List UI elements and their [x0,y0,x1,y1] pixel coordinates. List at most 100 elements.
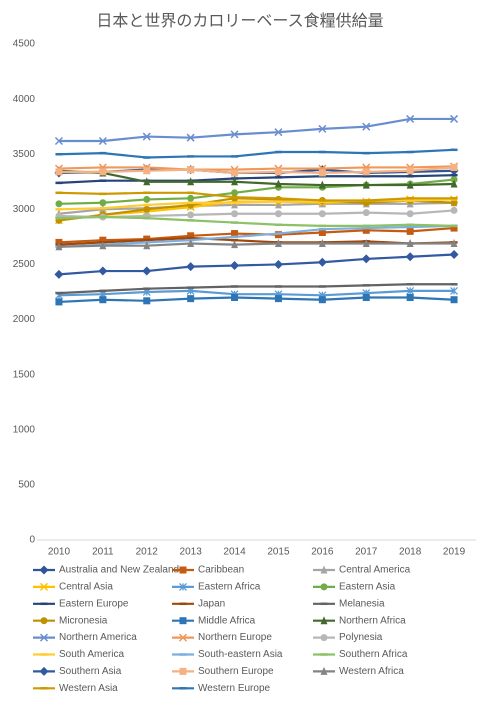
marker [406,239,414,248]
series-line [58,174,455,184]
marker [320,565,328,574]
x-tick-label: 2014 [223,547,246,558]
series-line [58,198,455,211]
marker [39,666,49,676]
series-line [58,215,455,227]
legend-label: Northern Africa [339,615,406,626]
y-tick-label: 3500 [13,149,36,160]
marker [231,169,239,177]
marker [230,130,239,139]
legend-label: Southern Europe [198,666,274,677]
chart-title: 日本と世界のカロリーベース食糧供給量 [96,12,383,30]
x-tick-label: 2011 [92,547,114,558]
marker [187,295,195,303]
marker [320,666,328,675]
series-line [58,117,455,143]
marker [143,241,151,250]
marker [361,254,371,264]
series-line [58,289,455,297]
x-tick-label: 2015 [267,547,290,558]
marker [231,230,239,238]
marker [406,114,415,123]
marker [178,633,188,642]
legend-label: Eastern Africa [198,582,261,593]
marker [406,167,414,175]
y-tick-label: 4000 [13,94,36,105]
marker [406,227,414,235]
marker [186,262,196,272]
legend-label: Central Asia [59,582,113,593]
marker [187,166,195,174]
marker [143,297,151,305]
y-tick-label: 1000 [13,424,36,435]
marker [179,667,187,675]
y-tick-label: 3000 [13,204,36,215]
marker [318,124,327,133]
marker [39,633,49,642]
marker [406,286,415,295]
marker [318,210,326,218]
marker [98,136,107,146]
marker [362,226,370,234]
marker [187,194,195,202]
marker [231,294,239,302]
marker [187,232,195,240]
marker [143,195,151,203]
x-tick-label: 2019 [443,547,466,558]
marker [450,296,458,304]
series-line [58,191,455,202]
marker [274,128,283,137]
marker [362,168,370,176]
marker [231,200,239,209]
marker [405,252,415,262]
marker [39,582,49,591]
marker [179,617,187,625]
marker [231,177,239,186]
legend-label: Middle Africa [198,615,256,626]
marker [362,209,370,217]
marker [187,239,195,248]
series-line [58,166,455,175]
series-line [58,224,455,248]
series-line [58,242,455,248]
series-line [58,236,455,246]
marker [362,294,370,302]
marker [317,257,327,267]
y-tick-label: 1500 [13,369,36,380]
marker [40,617,48,625]
series-line [58,201,455,215]
marker [231,210,239,218]
marker [187,177,195,186]
x-tick-label: 2017 [355,547,378,558]
series-line [58,197,455,222]
x-tick-label: 2016 [311,547,334,558]
series-line [58,148,455,159]
legend-label: Northern America [59,632,137,643]
marker [320,616,328,625]
y-tick-label: 4500 [13,39,36,50]
marker [450,206,458,214]
marker [186,133,195,142]
legend-label: Central America [339,565,411,576]
marker [449,250,459,260]
legend-label: Australia and New Zealand [59,565,179,576]
marker [143,167,151,175]
marker [362,239,370,248]
marker [450,163,458,171]
marker [450,199,458,207]
legend-label: South-eastern Asia [198,649,283,660]
marker [231,189,239,197]
marker [143,205,151,213]
series-line [58,169,455,187]
marker [143,177,151,186]
legend-label: Southern Asia [59,666,122,677]
marker [179,566,187,574]
legend-label: Micronesia [59,615,108,626]
marker [318,228,326,236]
marker [230,261,240,271]
marker [274,179,282,188]
legend-label: Western Africa [339,666,404,677]
series-line [58,283,455,295]
marker [406,180,414,189]
